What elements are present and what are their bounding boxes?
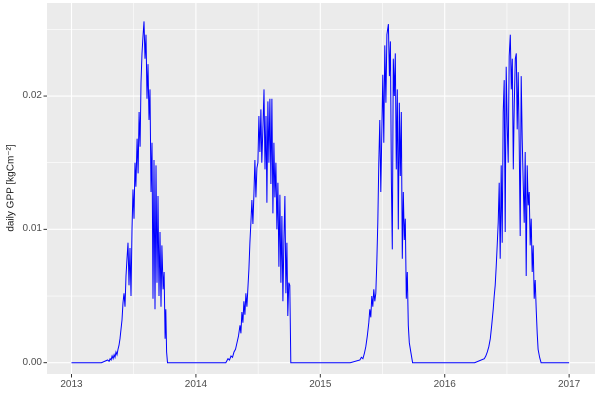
y-axis-title: daily GPP [kgCm⁻²] — [5, 144, 17, 232]
y-tick-label: 0.02 — [22, 90, 42, 102]
gpp-line-series — [71, 21, 570, 364]
y-tick-label: 0.00 — [22, 356, 42, 368]
x-tick-label: 2013 — [60, 379, 83, 390]
plot-canvas — [43, 3, 595, 378]
x-tick-label: 2017 — [557, 379, 581, 390]
x-tick-label: 2015 — [309, 379, 332, 390]
y-tick-label: 0.01 — [22, 223, 42, 235]
x-tick-label: 2014 — [184, 379, 208, 390]
plot-panel — [43, 3, 595, 378]
x-tick-label: 2016 — [433, 379, 456, 390]
